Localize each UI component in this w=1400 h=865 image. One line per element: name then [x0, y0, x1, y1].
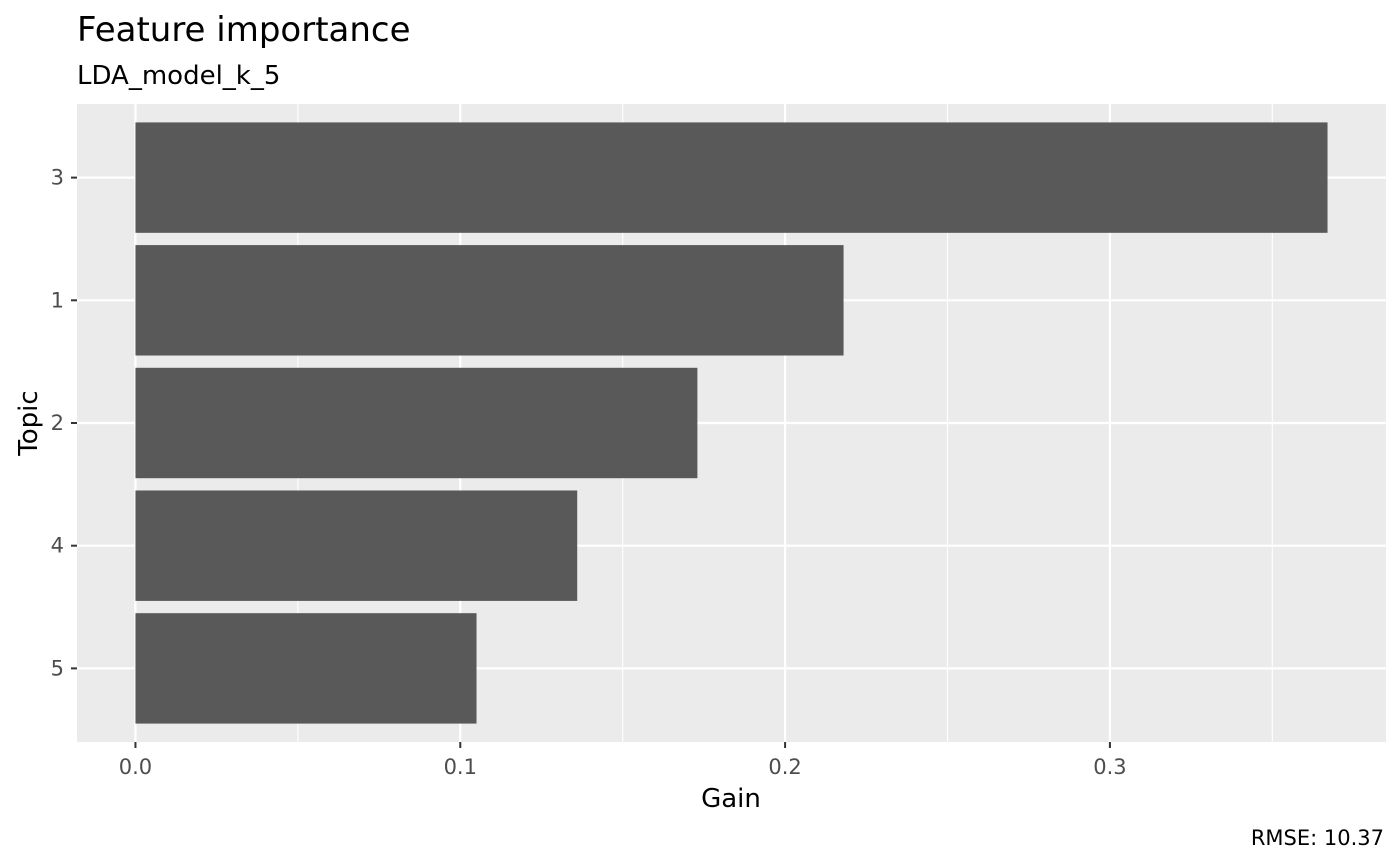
- y-tick-label: 5: [51, 656, 64, 680]
- bar-topic-5: [135, 613, 477, 724]
- x-tick-label: 0.0: [119, 755, 152, 779]
- y-axis-title: Topic: [14, 390, 44, 456]
- bar-topic-2: [135, 367, 698, 479]
- y-axis: 3 1 2 4 5: [51, 166, 77, 680]
- x-axis: 0.0 0.1 0.2 0.3: [119, 742, 1127, 779]
- y-tick-label: 2: [51, 411, 64, 435]
- x-axis-title: Gain: [701, 784, 761, 814]
- x-tick-label: 0.2: [768, 755, 801, 779]
- bar-topic-4: [135, 490, 578, 601]
- y-tick-label: 3: [51, 166, 64, 190]
- bar-topic-3: [135, 122, 1328, 233]
- x-tick-label: 0.3: [1093, 755, 1126, 779]
- chart-title: Feature importance: [77, 10, 411, 50]
- chart-caption: RMSE: 10.37: [1251, 826, 1384, 850]
- bar-topic-1: [135, 245, 844, 356]
- x-tick-label: 0.1: [444, 755, 477, 779]
- bars: [135, 122, 1328, 724]
- y-tick-label: 1: [51, 288, 64, 312]
- y-tick-label: 4: [51, 534, 64, 558]
- chart-subtitle: LDA_model_k_5: [77, 61, 280, 91]
